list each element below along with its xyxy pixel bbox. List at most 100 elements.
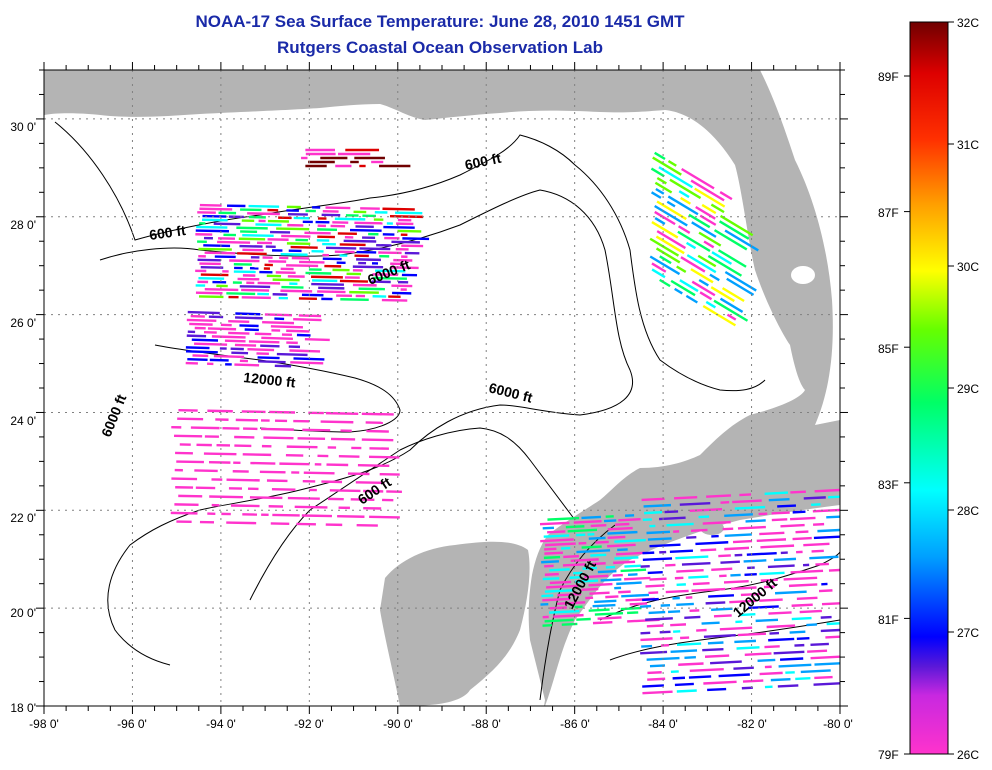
sst-streak — [595, 540, 609, 544]
sst-streak — [642, 597, 659, 602]
sst-streak — [402, 237, 430, 241]
sst-streak — [685, 241, 697, 250]
x-tick-label: -90 0' — [383, 717, 413, 731]
sst-streak — [588, 536, 606, 540]
sst-streak — [766, 624, 796, 629]
temperature-colorbar: 32C 31C 30C 29C 28C 27C 26C 89F 87F 85F … — [878, 16, 979, 762]
sst-streak — [375, 269, 406, 273]
sst-streak — [334, 217, 366, 221]
sst-streak — [760, 578, 778, 582]
sst-streak — [734, 639, 756, 644]
sst-streak — [706, 494, 732, 498]
sst-streak — [681, 561, 711, 566]
x-tick-label: -98 0' — [29, 717, 59, 731]
sst-streak — [710, 286, 735, 303]
sst-streak — [298, 314, 322, 318]
sst-streak — [213, 354, 245, 359]
sst-streak — [272, 278, 300, 282]
sst-streak — [557, 592, 582, 597]
sst-streak — [768, 637, 795, 642]
sst-streak — [820, 628, 840, 633]
sst-streak — [650, 191, 662, 199]
map-area: 600 ft 600 ft 6000 ft 12000 ft 6000 ft 6… — [44, 70, 840, 706]
sst-streak — [680, 256, 706, 273]
sst-streak — [677, 225, 691, 234]
sst-streak — [600, 578, 622, 582]
y-tick-label: 22 0' — [10, 511, 36, 525]
sst-streak — [669, 549, 694, 554]
sst-streak — [597, 616, 622, 620]
sst-streak — [651, 268, 666, 279]
sst-streak — [695, 541, 729, 546]
sst-streak — [226, 292, 256, 296]
sst-streak — [185, 350, 218, 354]
sst-streak — [592, 620, 613, 625]
sst-streak — [688, 575, 709, 579]
sst-streak — [226, 521, 257, 525]
sst-streak — [207, 409, 233, 413]
sst-streak — [311, 282, 344, 286]
sst-streak — [656, 230, 687, 250]
sst-streak — [320, 420, 354, 424]
sst-streak — [708, 594, 735, 598]
sst-streak — [654, 204, 688, 227]
sst-streak — [807, 649, 828, 653]
sst-streak — [707, 687, 727, 692]
sst-streak — [177, 417, 204, 421]
sst-streak — [730, 573, 741, 577]
sst-streak — [329, 489, 361, 493]
colorbar-celsius-label: 27C — [957, 626, 979, 640]
sst-streak — [228, 319, 250, 323]
sst-streak — [790, 490, 806, 494]
sst-streak — [272, 513, 300, 517]
sst-streak — [666, 200, 676, 208]
sst-streak — [771, 518, 788, 522]
sst-streak — [241, 296, 271, 300]
sst-streak — [603, 519, 617, 523]
sst-streak — [185, 346, 210, 350]
sst-streak — [228, 331, 250, 335]
sst-streak — [732, 499, 762, 504]
sst-streak — [810, 655, 840, 660]
sst-streak — [655, 187, 665, 195]
sst-streak — [691, 221, 717, 238]
sst-streak — [541, 560, 560, 564]
sst-streak — [358, 287, 385, 291]
sst-streak — [719, 297, 744, 313]
sst-streak — [825, 635, 840, 639]
sst-streak — [576, 549, 611, 554]
sst-streak — [651, 262, 667, 273]
sst-streak — [742, 679, 764, 683]
sst-streak — [690, 179, 725, 202]
sst-streak — [739, 613, 756, 617]
sst-streak — [395, 211, 423, 215]
sst-streak — [688, 675, 712, 679]
sst-streak — [674, 287, 683, 295]
sst-streak — [724, 533, 752, 537]
sst-streak — [666, 522, 694, 527]
sst-streak — [549, 580, 572, 585]
sst-streak — [575, 579, 599, 583]
sst-streak — [718, 554, 731, 558]
sst-streak — [792, 536, 812, 541]
axis-ticks — [36, 62, 848, 714]
sst-streak — [811, 549, 824, 553]
sst-streak — [809, 555, 839, 560]
sst-streak — [656, 200, 687, 221]
sst-streak — [584, 574, 609, 579]
sst-streak — [737, 525, 766, 530]
sst-streak — [549, 609, 580, 614]
sst-streak — [674, 682, 694, 687]
sst-streak — [817, 528, 840, 533]
sst-streak — [654, 181, 673, 194]
sst-streak — [553, 613, 584, 618]
sst-streak — [248, 204, 280, 208]
sst-streak — [710, 660, 742, 665]
colorbar-fahrenheit-label: 83F — [878, 478, 899, 492]
sst-streak — [247, 212, 280, 216]
sst-streak — [692, 581, 710, 586]
sst-streak — [639, 604, 652, 608]
sst-streak — [755, 618, 779, 623]
sst-streak — [615, 551, 645, 556]
sst-streak — [803, 496, 826, 500]
